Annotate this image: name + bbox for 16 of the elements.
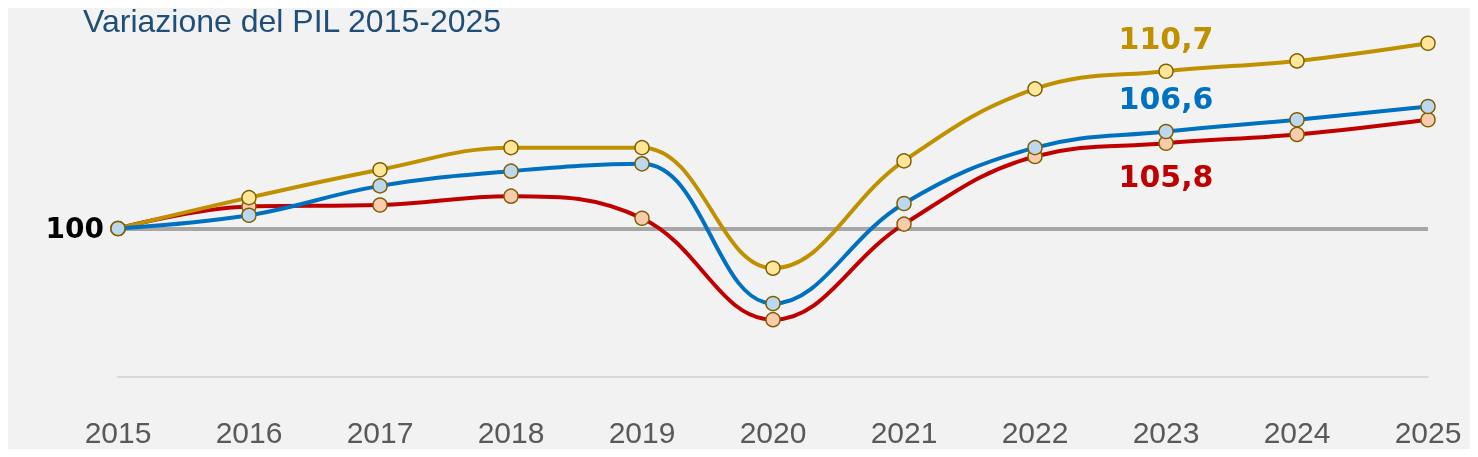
x-tick-label: 2022 [1001,415,1069,449]
x-tick-label: 2021 [870,415,938,449]
x-tick-label: 2020 [739,415,807,449]
x-tick-label: 2017 [346,415,414,449]
chart-title: Variazione del PIL 2015-2025 [83,3,502,39]
data-label: 110,7 [1118,20,1214,56]
x-tick-label: 2023 [1132,415,1200,449]
x-tick-label: 2015 [84,415,152,449]
data-label: 106,6 [1118,81,1214,117]
data-label: 105,8 [1118,158,1214,194]
ref-line-label: 100 [45,212,104,246]
x-tick-label: 2024 [1263,415,1331,449]
x-tick-label: 2019 [608,415,676,449]
x-tick-label: 2016 [215,415,283,449]
x-tick-label: 2018 [477,415,545,449]
x-tick-label: 2025 [1394,415,1462,449]
